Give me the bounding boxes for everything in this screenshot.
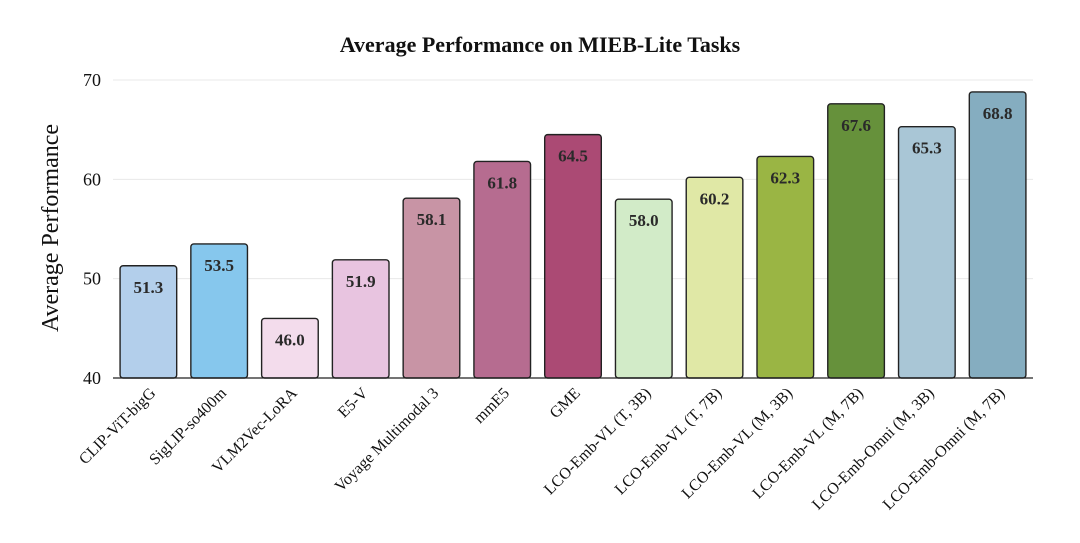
y-axis-ticks: 40 50 60 70 bbox=[83, 70, 101, 388]
bar-value-label: 68.8 bbox=[983, 104, 1013, 123]
x-tick-label: LCO-Emb-Omni (M, 7B) bbox=[880, 385, 1009, 514]
bar-value-label: 62.3 bbox=[770, 168, 800, 187]
value-labels: 51.3 53.5 46.0 51.9 58.1 61.8 64.5 58.0 60.2 62.3… bbox=[134, 104, 1013, 349]
y-tick-label: 60 bbox=[83, 169, 101, 189]
y-axis-label: Average Performance bbox=[38, 124, 64, 332]
chart-title: Average Performance on MIEB-Lite Tasks bbox=[340, 32, 741, 57]
bar bbox=[827, 103, 886, 379]
bar-value-label: 67.6 bbox=[841, 116, 871, 135]
bar-value-label: 65.3 bbox=[912, 139, 942, 158]
bar bbox=[756, 155, 815, 379]
x-tick-label: E5-V bbox=[335, 384, 372, 421]
bar bbox=[543, 133, 603, 379]
bar-value-label: 64.5 bbox=[558, 147, 588, 166]
bar-value-label: 58.1 bbox=[417, 210, 447, 229]
bar-value-label: 46.0 bbox=[275, 330, 305, 349]
bar-value-label: 51.9 bbox=[346, 272, 376, 291]
bar-value-label: 60.2 bbox=[700, 189, 730, 208]
y-tick-label: 50 bbox=[83, 269, 101, 289]
bar-value-label: 53.5 bbox=[204, 256, 234, 275]
x-tick-label: LCO-Emb-Omni (M, 3B) bbox=[809, 385, 938, 514]
bar-value-label: 58.0 bbox=[629, 211, 659, 230]
y-tick-label: 70 bbox=[83, 70, 101, 90]
bar bbox=[473, 160, 532, 379]
x-tick-label: GME bbox=[547, 385, 584, 422]
bars bbox=[119, 91, 1027, 379]
y-tick-label: 40 bbox=[83, 368, 101, 388]
x-tick-label: mmE5 bbox=[471, 385, 513, 427]
bar bbox=[897, 125, 956, 379]
bar bbox=[968, 91, 1027, 379]
bar-value-label: 61.8 bbox=[487, 173, 517, 192]
bar-value-label: 51.3 bbox=[134, 278, 164, 297]
